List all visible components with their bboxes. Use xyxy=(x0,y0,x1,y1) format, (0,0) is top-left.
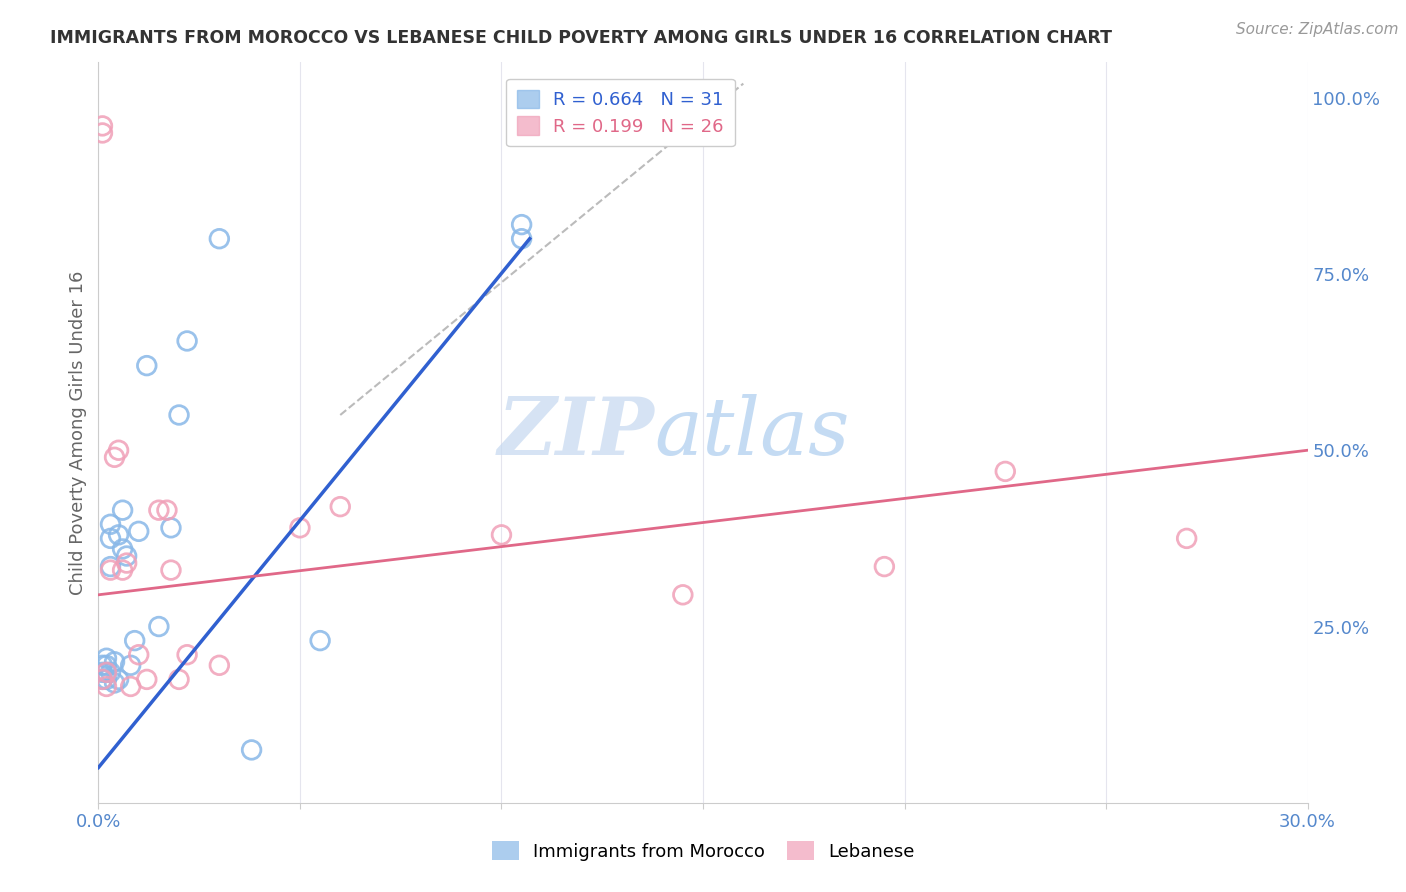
Point xyxy=(111,503,134,517)
Point xyxy=(672,588,695,602)
Point xyxy=(100,665,122,680)
Point xyxy=(103,655,125,669)
Point xyxy=(128,648,150,662)
Point xyxy=(91,126,114,140)
Point xyxy=(120,680,142,694)
Point xyxy=(156,503,179,517)
Point xyxy=(120,658,142,673)
Point xyxy=(91,119,114,133)
Point xyxy=(96,658,118,673)
Point xyxy=(329,500,352,514)
Point xyxy=(510,218,533,232)
Y-axis label: Child Poverty Among Girls Under 16: Child Poverty Among Girls Under 16 xyxy=(69,270,87,595)
Point xyxy=(115,556,138,570)
Legend: Immigrants from Morocco, Lebanese: Immigrants from Morocco, Lebanese xyxy=(484,834,922,868)
Point xyxy=(103,676,125,690)
Point xyxy=(100,532,122,546)
Point xyxy=(208,232,231,246)
Point xyxy=(111,541,134,556)
Text: IMMIGRANTS FROM MOROCCO VS LEBANESE CHILD POVERTY AMONG GIRLS UNDER 16 CORRELATI: IMMIGRANTS FROM MOROCCO VS LEBANESE CHIL… xyxy=(51,29,1112,47)
Point xyxy=(91,673,114,687)
Point xyxy=(100,517,122,532)
Point xyxy=(160,563,183,577)
Point xyxy=(91,673,114,687)
Point xyxy=(100,563,122,577)
Point xyxy=(176,648,198,662)
Point xyxy=(160,521,183,535)
Point xyxy=(510,232,533,246)
Text: atlas: atlas xyxy=(655,394,851,471)
Point xyxy=(148,619,170,633)
Point xyxy=(111,563,134,577)
Point xyxy=(873,559,896,574)
Point xyxy=(994,464,1017,478)
Point xyxy=(128,524,150,539)
Point xyxy=(107,528,129,542)
Point xyxy=(91,658,114,673)
Point xyxy=(96,665,118,680)
Point xyxy=(208,658,231,673)
Point xyxy=(124,633,146,648)
Point xyxy=(1175,532,1198,546)
Point xyxy=(115,549,138,563)
Point xyxy=(148,503,170,517)
Point xyxy=(107,673,129,687)
Point xyxy=(491,528,513,542)
Point xyxy=(176,334,198,348)
Text: Source: ZipAtlas.com: Source: ZipAtlas.com xyxy=(1236,22,1399,37)
Point xyxy=(96,651,118,665)
Point xyxy=(91,665,114,680)
Point xyxy=(135,359,157,373)
Point xyxy=(309,633,332,648)
Point xyxy=(96,680,118,694)
Point xyxy=(167,673,190,687)
Point xyxy=(135,673,157,687)
Point xyxy=(100,559,122,574)
Point xyxy=(288,521,311,535)
Point xyxy=(96,673,118,687)
Text: ZIP: ZIP xyxy=(498,394,655,471)
Point xyxy=(107,443,129,458)
Point xyxy=(167,408,190,422)
Point xyxy=(240,743,263,757)
Point xyxy=(96,665,118,680)
Point xyxy=(103,450,125,465)
